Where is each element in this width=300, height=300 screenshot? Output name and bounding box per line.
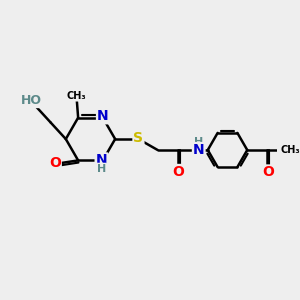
Text: O: O: [172, 165, 184, 179]
Text: H: H: [97, 164, 106, 174]
Text: N: N: [193, 143, 205, 157]
Text: N: N: [97, 109, 109, 123]
Text: O: O: [262, 166, 274, 179]
Text: N: N: [96, 153, 107, 167]
Text: CH₃: CH₃: [67, 91, 87, 101]
Text: CH₃: CH₃: [280, 145, 300, 155]
Text: H: H: [194, 137, 203, 147]
Text: O: O: [49, 156, 61, 170]
Text: HO: HO: [21, 94, 42, 107]
Text: S: S: [134, 131, 143, 145]
